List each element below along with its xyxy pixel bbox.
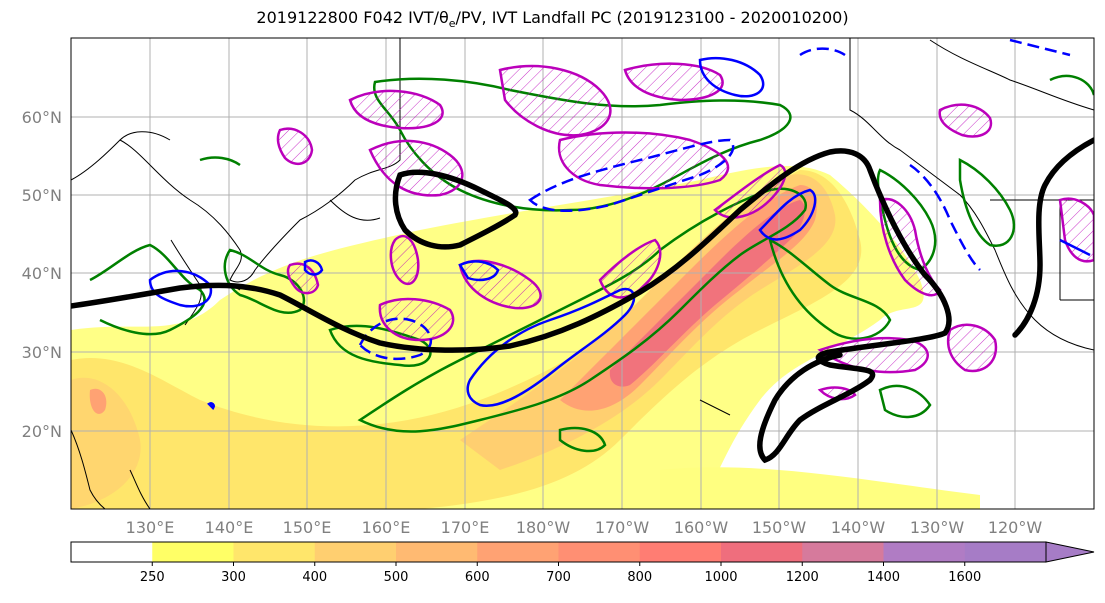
colorbar-cell	[964, 542, 1047, 562]
lon-label-150w: 150°W	[752, 518, 807, 537]
lon-label-160w: 160°W	[674, 518, 729, 537]
lon-label-120w: 120°W	[988, 518, 1043, 537]
lat-label-20: 20°N	[22, 422, 62, 441]
colorbar-tick-label: 500	[384, 570, 409, 585]
pv-blue-dashed	[358, 38, 1071, 361]
lon-label-130w: 130°W	[910, 518, 965, 537]
colorbar-tick-label: 1000	[704, 570, 737, 585]
map-area	[71, 38, 1094, 509]
lat-label-30: 30°N	[22, 343, 62, 362]
colorbar-cell	[639, 542, 722, 562]
map-title: 2019122800 F042 IVT/θe/PV, IVT Landfall …	[0, 8, 1105, 30]
graticule	[71, 38, 1094, 509]
colorbar-cell	[314, 542, 397, 562]
lat-label-40: 40°N	[22, 264, 62, 283]
colorbar-cell	[883, 542, 966, 562]
colorbar-tick-label: 400	[302, 570, 327, 585]
colorbar-tick-label: 1600	[948, 570, 981, 585]
lon-label-160e: 160°E	[362, 518, 411, 537]
colorbar-cell	[71, 542, 153, 562]
colorbar-tick-label: 300	[221, 570, 246, 585]
colorbar-cell	[721, 542, 803, 562]
colorbar-labels: 250 300 400 500 600 700 800 1000 1200 1400 1600	[140, 562, 981, 585]
latitude-labels: 20°N 30°N 40°N 50°N 60°N	[22, 108, 62, 441]
lat-label-50: 50°N	[22, 186, 62, 205]
colorbar-cell	[802, 542, 884, 562]
colorbar-cell	[233, 542, 316, 562]
longitude-labels: 130°E 140°E 150°E 160°E 170°E 180°W 170°…	[126, 518, 1043, 537]
landfall-pc-contour	[71, 137, 1094, 464]
lon-label-140e: 140°E	[205, 518, 254, 537]
lon-label-170e: 170°E	[441, 518, 490, 537]
pv-blue-contours	[148, 56, 1091, 410]
colorbar-tick-label: 1400	[867, 570, 900, 585]
colorbar-cell	[558, 542, 641, 562]
colorbar-tick-label: 250	[140, 570, 165, 585]
colorbar-tick-label: 700	[546, 570, 571, 585]
colorbar: 250 300 400 500 600 700 800 1000 1200 1400 1600	[70, 541, 1095, 585]
colorbar-tick-label: 800	[627, 570, 652, 585]
map-frame	[70, 37, 1095, 510]
ivt-shading	[71, 165, 980, 509]
lon-label-150e: 150°E	[283, 518, 332, 537]
colorbar-cell	[477, 542, 559, 562]
colorbar-cell	[396, 542, 478, 562]
colorbar-tick-label: 600	[465, 570, 490, 585]
colorbar-extend-arrow	[1045, 541, 1095, 563]
lon-label-140w: 140°W	[831, 518, 886, 537]
colorbar-tick-label: 1200	[786, 570, 819, 585]
lon-label-170w: 170°W	[595, 518, 650, 537]
lon-label-130e: 130°E	[126, 518, 175, 537]
colorbar-cells	[71, 542, 1047, 562]
lat-label-60: 60°N	[22, 108, 62, 127]
lon-label-180w: 180°W	[516, 518, 571, 537]
title-text: 2019122800 F042 IVT/θe/PV, IVT Landfall …	[256, 8, 849, 31]
colorbar-cell	[152, 542, 234, 562]
